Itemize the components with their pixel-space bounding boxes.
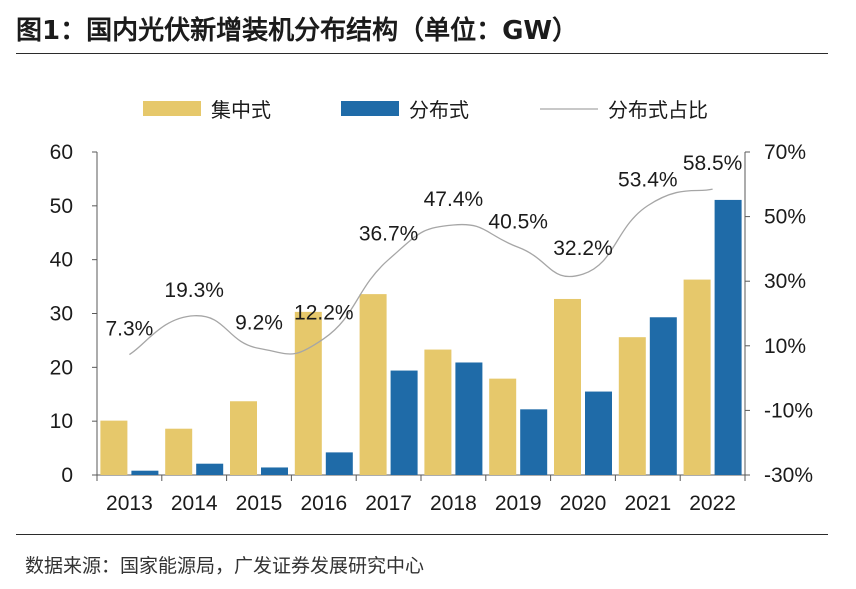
share-data-label: 53.4% — [618, 169, 678, 192]
x-axis-tick-label: 2016 — [300, 492, 347, 515]
right-axis-tick-label: 70% — [764, 141, 806, 164]
right-axis-tick-label: -10% — [764, 399, 813, 422]
source-note: 数据来源：国家能源局，广发证券发展研究中心 — [25, 555, 425, 577]
x-axis-tick-label: 2020 — [560, 492, 607, 515]
chart-title: 图1：国内光伏新增装机分布结构（单位：GW） — [16, 16, 579, 46]
share-data-label: 36.7% — [359, 223, 419, 246]
x-axis-tick-label: 2019 — [495, 492, 542, 515]
left-axis-tick-label: 40 — [50, 249, 73, 272]
legend-share: 分布式占比 — [540, 98, 708, 122]
share-data-label: 47.4% — [424, 188, 484, 211]
x-axis-tick-label: 2021 — [624, 492, 671, 515]
bar-centralized — [554, 298, 581, 475]
x-axis-tick-label: 2022 — [689, 492, 736, 515]
legend-label: 集中式 — [211, 98, 271, 122]
legend-centralized: 集中式 — [143, 98, 271, 122]
bar-centralized — [683, 279, 711, 475]
bar-distributed — [196, 463, 224, 475]
left-axis-tick-label: 50 — [50, 195, 73, 218]
right-axis-tick-label: 10% — [764, 335, 806, 358]
bar-distributed — [390, 370, 418, 475]
data-labels: 7.3% 19.3% 9.2% 12.2% 36.7%47.4%40.5%32.2% 53… — [105, 152, 742, 340]
bar-centralized — [618, 337, 646, 475]
axes: 0 10 20 30 40 50 60 -30% -10% 10% 30% 50% 70% 2013 201… — [50, 141, 813, 515]
x-axis-tick-label: 2015 — [236, 492, 283, 515]
left-axis-tick-label: 0 — [61, 464, 73, 487]
bar-distributed — [131, 470, 159, 475]
x-axis-tick-label: 2018 — [430, 492, 477, 515]
bar-distributed — [714, 199, 742, 475]
bar-centralized — [359, 294, 387, 475]
bar-centralized — [230, 401, 257, 475]
bar-distributed — [585, 391, 612, 475]
footer-divider — [16, 534, 828, 535]
legend-label: 分布式 — [409, 98, 469, 122]
bar-distributed — [325, 452, 353, 475]
share-line — [129, 188, 713, 356]
legend-swatch — [341, 101, 399, 116]
share-data-label: 40.5% — [488, 210, 548, 233]
x-axis-tick-label: 2017 — [365, 492, 412, 515]
share-data-label: 7.3% — [105, 318, 153, 341]
title-divider — [16, 53, 828, 54]
left-axis-tick-label: 60 — [50, 141, 73, 164]
share-data-label: 9.2% — [235, 311, 283, 334]
legend-label: 分布式占比 — [608, 98, 708, 122]
left-axis-tick-label: 30 — [50, 303, 73, 326]
legend-distributed: 分布式 — [341, 98, 469, 122]
share-data-label: 32.2% — [553, 237, 613, 260]
right-axis-tick-label: -30% — [764, 464, 813, 487]
bar-centralized — [294, 311, 322, 475]
bar-centralized — [424, 349, 452, 475]
legend-swatch — [143, 101, 201, 116]
right-axis-tick-label: 50% — [764, 206, 806, 229]
bar-centralized — [100, 420, 128, 475]
x-axis-tick-label: 2013 — [106, 492, 153, 515]
x-axis-tick-label: 2014 — [171, 492, 218, 515]
bar-distributed — [520, 409, 548, 475]
bar-distributed — [261, 467, 288, 475]
share-data-label: 12.2% — [294, 302, 354, 325]
legend: 集中式 分布式 分布式占比 — [143, 98, 708, 122]
right-axis-tick-label: 30% — [764, 270, 806, 293]
bar-centralized — [489, 378, 517, 475]
left-axis-tick-label: 20 — [50, 356, 73, 379]
bars — [100, 199, 742, 475]
share-line-path — [129, 188, 713, 356]
left-axis-tick-label: 10 — [50, 410, 73, 433]
bar-distributed — [455, 362, 483, 475]
share-data-label: 58.5% — [683, 152, 743, 175]
bar-distributed — [649, 317, 677, 475]
bar-centralized — [165, 428, 193, 475]
share-data-label: 19.3% — [164, 279, 224, 302]
